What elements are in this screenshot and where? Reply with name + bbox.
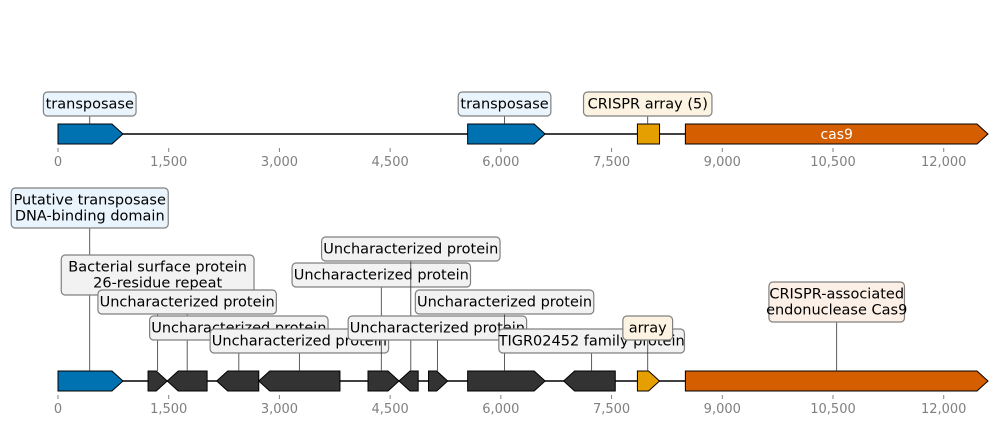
gene-arrow[interactable] (467, 123, 546, 145)
track-summary: 0 1,500 3,000 4,500 6,000 7,500 9,000 10,500 12,… (42, 91, 989, 170)
gene-arrow[interactable] (258, 370, 341, 392)
gene-label-text: endonuclease Cas9 (766, 303, 907, 319)
gene-label-box (622, 315, 674, 341)
axis-tick-label: 3,000 (261, 402, 298, 417)
axis-tick-label: 3,000 (261, 155, 298, 170)
gene-label-box (209, 328, 390, 354)
gene-label-text: Bacterial surface protein (68, 260, 247, 276)
gene-label-text: 26-residue repeat (93, 276, 222, 292)
gene-label-box (768, 281, 906, 323)
gene-label-box (347, 315, 528, 341)
feature-summary-3[interactable]: cas9 (684, 123, 989, 145)
axis-tick-label: 9,000 (704, 155, 741, 170)
axis-tick-label: 10,500 (810, 155, 856, 170)
axis-tick-label: 7,500 (593, 155, 630, 170)
gene-arrow[interactable] (428, 370, 449, 392)
feature-detail-2[interactable]: Uncharacterized protein (97, 289, 277, 392)
axis-tick-label: 1,500 (150, 155, 187, 170)
gene-label-box (97, 289, 277, 315)
gene-arrow[interactable] (57, 370, 124, 392)
axis-tick-label: 10,500 (810, 402, 856, 417)
feature-detail-7[interactable]: Uncharacterized protein (347, 315, 528, 392)
gene-label-text: CRISPR array (5) (588, 97, 708, 113)
axis-tick-label: 12,000 (921, 155, 967, 170)
gene-label-box (414, 289, 595, 315)
gene-label-text: DNA-binding domain (15, 209, 165, 225)
feature-summary-1[interactable]: transposase (457, 91, 552, 145)
gene-label-text: Uncharacterized protein (212, 334, 387, 350)
gene-label-text: Uncharacterized protein (350, 321, 525, 337)
gene-arrow[interactable] (467, 370, 546, 392)
axis-tick-label: 6,000 (482, 402, 519, 417)
axis-tick-label: 4,500 (372, 155, 409, 170)
gene-arrow[interactable] (562, 370, 616, 392)
gene-arrow[interactable] (147, 370, 168, 392)
gene-label-text: transposase (46, 97, 134, 113)
axis-tick-label: 9,000 (704, 402, 741, 417)
gene-label-box (10, 187, 169, 229)
gene-arrow[interactable] (398, 370, 419, 392)
gene-arrow[interactable] (636, 123, 661, 145)
gene-arrow[interactable] (166, 370, 208, 392)
gene-label-box (291, 262, 472, 288)
gene-label-text: Putative transposase (14, 193, 166, 209)
axis-tick-label: 12,000 (921, 402, 967, 417)
feature-detail-6[interactable]: Uncharacterized protein (320, 236, 501, 392)
gene-arrow[interactable] (684, 370, 989, 392)
gene-inner-label: cas9 (820, 127, 852, 143)
gene-arrow[interactable] (367, 370, 400, 392)
gene-arrow[interactable] (57, 123, 124, 145)
gene-label-text: Uncharacterized protein (323, 242, 498, 258)
axis-tick-label: 0 (54, 155, 62, 170)
gene-arrow[interactable] (215, 370, 260, 392)
axis-tick-label: 0 (54, 402, 62, 417)
track-detail: 0 1,500 3,000 4,500 6,000 7,500 9,000 10,500 12,… (10, 187, 989, 417)
x-axis-detail: 0 1,500 3,000 4,500 6,000 7,500 9,000 10,500 12,… (54, 395, 967, 417)
gene-label-text: transposase (460, 97, 548, 113)
x-axis-summary: 0 1,500 3,000 4,500 6,000 7,500 9,000 10,500 12,… (54, 148, 967, 170)
gene-label-box (457, 91, 552, 117)
axis-tick-label: 6,000 (482, 155, 519, 170)
gene-label-box (582, 91, 713, 117)
gene-arrow[interactable] (636, 370, 661, 392)
gene-label-text: CRISPR-associated (769, 287, 904, 303)
gene-label-box (42, 91, 137, 117)
gene-label-text: Uncharacterized protein (294, 268, 469, 284)
gene-label-text: Uncharacterized protein (100, 295, 275, 311)
feature-detail-4[interactable]: Uncharacterized protein (209, 328, 390, 392)
feature-detail-8[interactable]: Uncharacterized protein (414, 289, 595, 392)
feature-summary-0[interactable]: transposase (42, 91, 137, 145)
axis-tick-label: 4,500 (372, 402, 409, 417)
axis-tick-label: 1,500 (150, 402, 187, 417)
gene-label-text: Uncharacterized protein (417, 295, 592, 311)
axis-tick-label: 7,500 (593, 402, 630, 417)
gene-label-text: array (629, 321, 667, 337)
feature-detail-5[interactable]: Uncharacterized protein (291, 262, 472, 392)
feature-detail-10[interactable]: array (622, 315, 674, 392)
gene-arrow[interactable] (684, 123, 989, 145)
feature-summary-2[interactable]: CRISPR array (5) (582, 91, 713, 145)
gene-label-box (320, 236, 501, 262)
